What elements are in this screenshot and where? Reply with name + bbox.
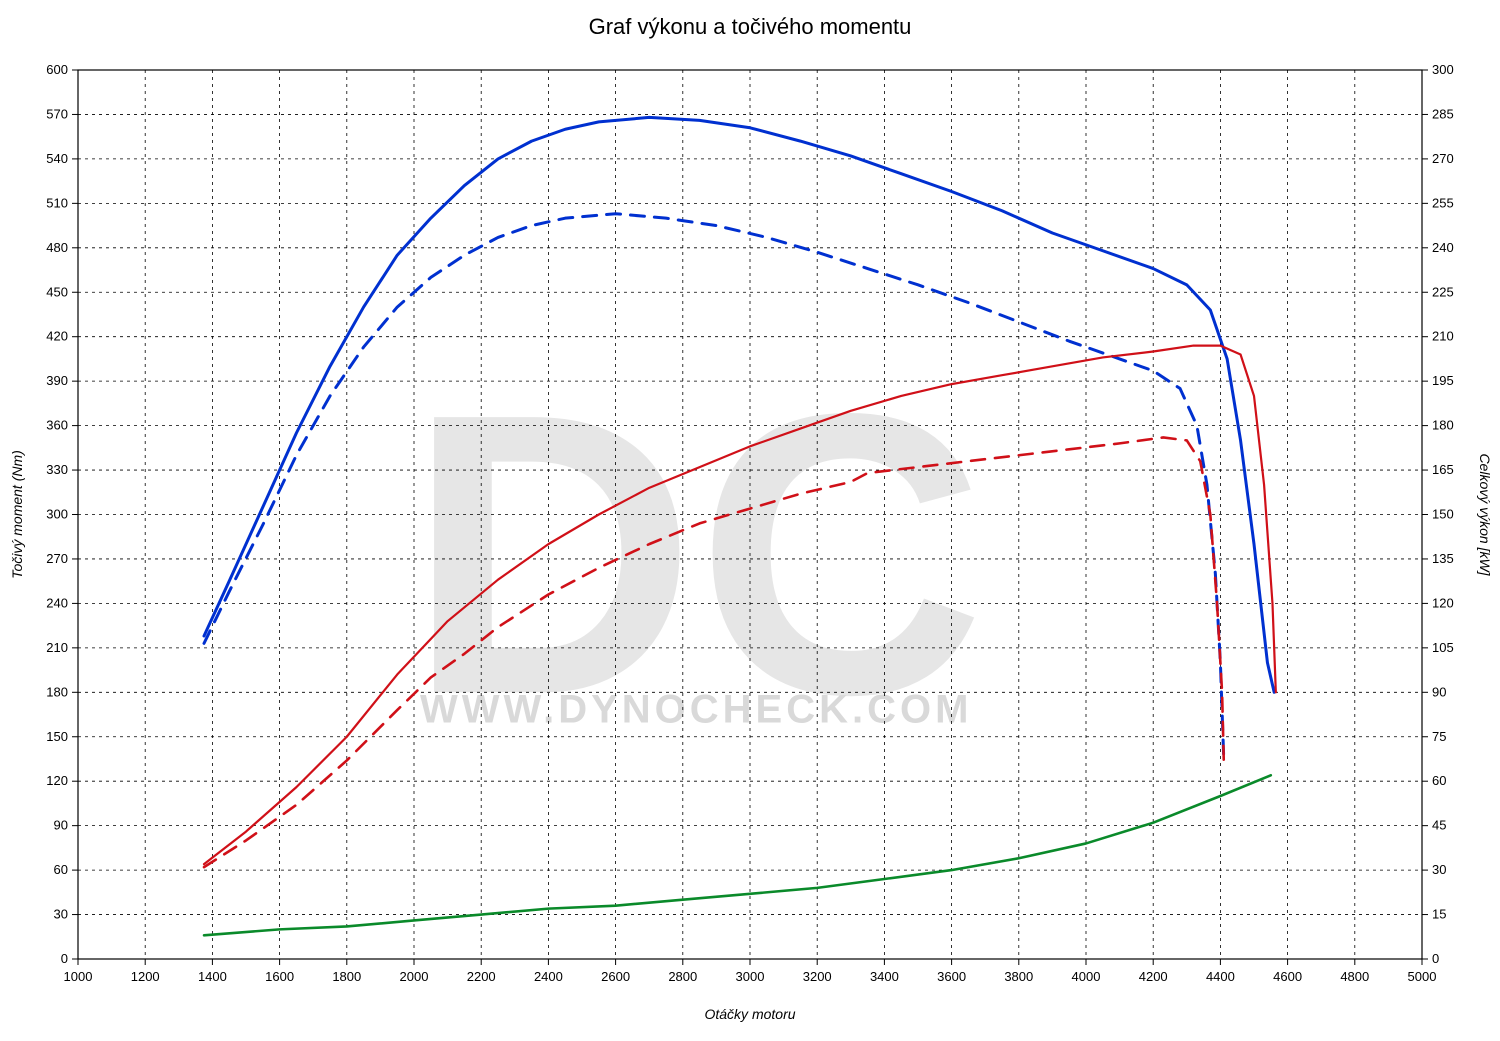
y-left-tick-label: 390 [46,373,68,388]
y-right-tick-label: 210 [1432,329,1454,344]
x-tick-label: 2600 [601,969,630,984]
x-tick-label: 4400 [1206,969,1235,984]
y-right-tick-label: 90 [1432,684,1446,699]
y-left-tick-label: 180 [46,684,68,699]
y-left-tick-label: 90 [54,818,68,833]
y-left-tick-label: 0 [61,951,68,966]
y-right-tick-label: 180 [1432,418,1454,433]
y-left-tick-label: 210 [46,640,68,655]
y-left-tick-label: 420 [46,329,68,344]
y-left-tick-label: 360 [46,418,68,433]
y-right-tick-label: 195 [1432,373,1454,388]
y-left-tick-label: 450 [46,284,68,299]
x-tick-label: 1200 [131,969,160,984]
x-tick-label: 2000 [400,969,429,984]
x-tick-label: 1600 [265,969,294,984]
x-tick-label: 3400 [870,969,899,984]
y-left-tick-label: 120 [46,773,68,788]
x-tick-label: 1000 [64,969,93,984]
y-left-tick-label: 480 [46,240,68,255]
x-tick-label: 3000 [736,969,765,984]
x-tick-label: 1400 [198,969,227,984]
x-tick-label: 2400 [534,969,563,984]
y-left-tick-label: 300 [46,507,68,522]
y-right-tick-label: 135 [1432,551,1454,566]
x-tick-label: 3600 [937,969,966,984]
y-right-tick-label: 285 [1432,106,1454,121]
y-right-tick-label: 105 [1432,640,1454,655]
y-left-tick-label: 540 [46,151,68,166]
y-right-axis-label: Celkový výkon [kW] [1477,453,1493,576]
x-tick-label: 3800 [1004,969,1033,984]
watermark-url: WWW.DYNOCHECK.COM [420,687,972,731]
y-right-tick-label: 75 [1432,729,1446,744]
y-right-tick-label: 300 [1432,62,1454,77]
x-tick-label: 4600 [1273,969,1302,984]
y-left-tick-label: 240 [46,595,68,610]
y-right-tick-label: 30 [1432,862,1446,877]
x-tick-label: 5000 [1408,969,1437,984]
dyno-chart-container: DCWWW.DYNOCHECK.COM100012001400160018002… [0,0,1500,1041]
x-tick-label: 2200 [467,969,496,984]
y-right-tick-label: 0 [1432,951,1439,966]
y-right-tick-label: 120 [1432,595,1454,610]
y-left-axis-label: Točivý moment (Nm) [9,450,25,579]
y-left-tick-label: 270 [46,551,68,566]
x-tick-label: 3200 [803,969,832,984]
y-left-tick-label: 600 [46,62,68,77]
y-left-tick-label: 30 [54,907,68,922]
y-right-tick-label: 240 [1432,240,1454,255]
chart-title: Graf výkonu a točivého momentu [589,14,912,39]
y-right-tick-label: 150 [1432,507,1454,522]
x-tick-label: 2800 [668,969,697,984]
y-left-tick-label: 510 [46,195,68,210]
y-right-tick-label: 165 [1432,462,1454,477]
x-tick-label: 1800 [332,969,361,984]
x-axis-label: Otáčky motoru [704,1006,795,1022]
x-tick-label: 4000 [1072,969,1101,984]
dyno-chart: DCWWW.DYNOCHECK.COM100012001400160018002… [0,0,1500,1041]
x-tick-label: 4800 [1340,969,1369,984]
y-right-tick-label: 15 [1432,907,1446,922]
y-right-tick-label: 270 [1432,151,1454,166]
y-right-tick-label: 255 [1432,195,1454,210]
y-left-tick-label: 60 [54,862,68,877]
y-right-tick-label: 45 [1432,818,1446,833]
y-right-tick-label: 225 [1432,284,1454,299]
x-tick-label: 4200 [1139,969,1168,984]
y-left-tick-label: 570 [46,106,68,121]
y-left-tick-label: 150 [46,729,68,744]
y-left-tick-label: 330 [46,462,68,477]
y-right-tick-label: 60 [1432,773,1446,788]
